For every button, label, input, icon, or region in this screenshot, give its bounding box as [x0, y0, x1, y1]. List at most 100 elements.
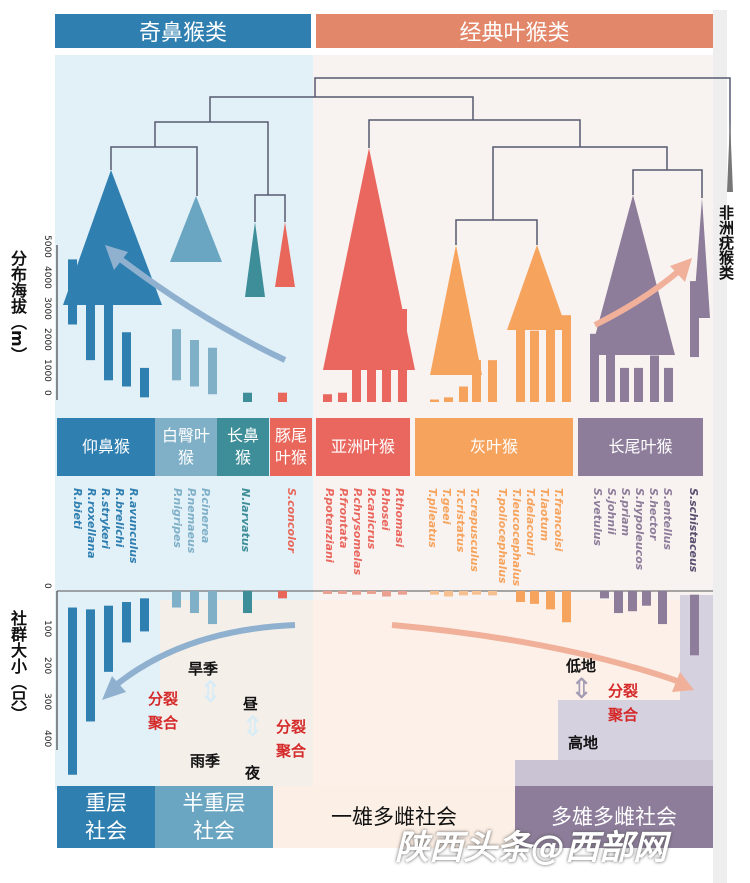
fission-label-2: 分裂 — [276, 718, 307, 736]
odd-nosed-header: 奇鼻猴类 — [55, 14, 311, 48]
multi-male-step1 — [515, 760, 713, 790]
night-label: 夜 — [245, 764, 261, 782]
multilevel-society: 重层 社会 — [57, 786, 155, 848]
group-size-bar — [546, 591, 555, 610]
african-strip — [713, 10, 727, 883]
altitude-axis-label: 分布海拔（m） — [8, 250, 27, 363]
species-list: P.cinerea P.nemaeus P.nigripes — [171, 488, 212, 554]
group-size-bar — [68, 607, 77, 775]
pygathrix-clade — [170, 196, 222, 262]
highland-label: 高地 — [568, 734, 599, 752]
genus-box: 灰叶猴 — [415, 418, 573, 476]
group-size-bar — [86, 609, 95, 722]
genus-box: 仰鼻猴 — [57, 418, 155, 476]
seasonal-arrow-icon: ⇕ — [198, 675, 224, 710]
bar-charts — [56, 259, 713, 775]
group-size-bar — [472, 591, 481, 595]
altitude-bar — [172, 329, 181, 381]
altitude-bar — [650, 355, 659, 402]
nasalis-clade — [245, 222, 265, 297]
watermark: 陕西头条@西部网 — [395, 828, 667, 868]
group-size-bar — [488, 591, 497, 596]
group-size-bar — [459, 591, 468, 596]
arrow-left-group-head — [102, 676, 126, 700]
altitude-bar — [562, 315, 571, 402]
group-size-bar — [398, 591, 407, 595]
altitude-bar — [459, 386, 468, 402]
group-size-bar — [444, 591, 453, 597]
group-size-bar — [430, 591, 439, 595]
species-list: S.schistaceus — [687, 488, 700, 573]
group-size-bar — [104, 605, 113, 672]
group-size-bar — [367, 591, 376, 594]
altitude-bar — [278, 392, 287, 402]
day-label: 昼 — [243, 695, 259, 713]
group-size-bar — [323, 591, 332, 594]
altitude-bar — [398, 309, 407, 402]
genus-box: 豚尾 叶猴 — [270, 418, 312, 476]
altitude-bar — [104, 290, 113, 381]
african-colobine-label: 非洲疣猴类 — [717, 205, 735, 280]
altitude-bar — [122, 332, 131, 387]
species-list: R.avunculus R.brelichi R.strykeri R.roxe… — [71, 488, 140, 564]
altitude-bar — [243, 392, 252, 402]
genus-box: 白臀叶 猴 — [155, 418, 217, 476]
group-size-bar — [172, 591, 181, 608]
altitude-bar — [338, 392, 347, 402]
altitude-bar — [382, 353, 391, 402]
arrow-left-group — [108, 622, 296, 693]
group-size-bar — [600, 591, 609, 599]
dry-season-label: 旱季 — [188, 660, 219, 678]
group-size-bar — [530, 591, 539, 604]
group-size-bar — [278, 591, 287, 599]
group-size-bar — [658, 591, 667, 625]
fusion-label-2: 聚合 — [276, 742, 307, 760]
arrow-left-altitude-head — [105, 245, 128, 270]
group-size-bar — [628, 591, 637, 612]
altitude-bar — [367, 355, 376, 402]
altitude-bar — [606, 330, 615, 402]
group-size-bar — [516, 591, 525, 603]
species-list: T.francoisi T.laotum T.delacouri T.leuco… — [426, 488, 565, 587]
fusion-label-3: 聚合 — [608, 706, 639, 724]
fusion-label-1: 聚合 — [148, 714, 179, 732]
group-size-bar — [243, 591, 252, 614]
arrow-right-altitude — [593, 267, 682, 328]
simias-clade — [275, 222, 295, 287]
species-list: N.larvatus — [239, 488, 252, 553]
genus-box: 长鼻 猴 — [217, 418, 269, 476]
trachypithecus-clade-a — [430, 245, 482, 375]
altitude-bar — [430, 399, 439, 402]
lowland-label: 低地 — [566, 657, 597, 675]
multi-male-step2 — [558, 700, 713, 760]
diel-arrow-icon: ⇕ — [241, 710, 265, 743]
group-size-bar — [562, 591, 571, 623]
altitude-bar — [86, 278, 95, 361]
arrow-right-group — [391, 622, 681, 685]
semi-multilevel-society: 半重层 社会 — [155, 786, 273, 848]
group-size-bar — [140, 598, 149, 632]
altitude-bar — [208, 347, 217, 395]
arrow-left-altitude — [113, 252, 287, 363]
altitude-bar — [190, 340, 199, 387]
altitude-bar — [590, 333, 599, 402]
fission-label-3: 分裂 — [608, 682, 639, 700]
one-male-society: 一雄多雌社会 — [273, 786, 515, 848]
altitude-bar — [620, 367, 629, 402]
species-list: P.thomasi P.hosei P.canicrus P.chrysomel… — [323, 488, 406, 576]
species-list: S.entellus S.hector S.hypoleucos S.priam… — [591, 488, 674, 571]
presbytis-clade — [323, 148, 415, 370]
altitude-bar — [530, 330, 539, 402]
altitude-bar — [68, 259, 77, 325]
arrow-right-group-head — [672, 672, 694, 692]
fission-label-1: 分裂 — [148, 690, 179, 708]
altitude-bar — [664, 367, 673, 402]
species-list: S.concolor — [285, 488, 298, 553]
group-size-bar — [352, 591, 361, 595]
group-size-bar — [122, 602, 131, 643]
multi-male-society: 多雄多雌社会 — [515, 786, 713, 848]
altitude-bar — [516, 318, 525, 402]
group-size-bar — [642, 591, 651, 606]
altitude-bar — [634, 367, 643, 402]
